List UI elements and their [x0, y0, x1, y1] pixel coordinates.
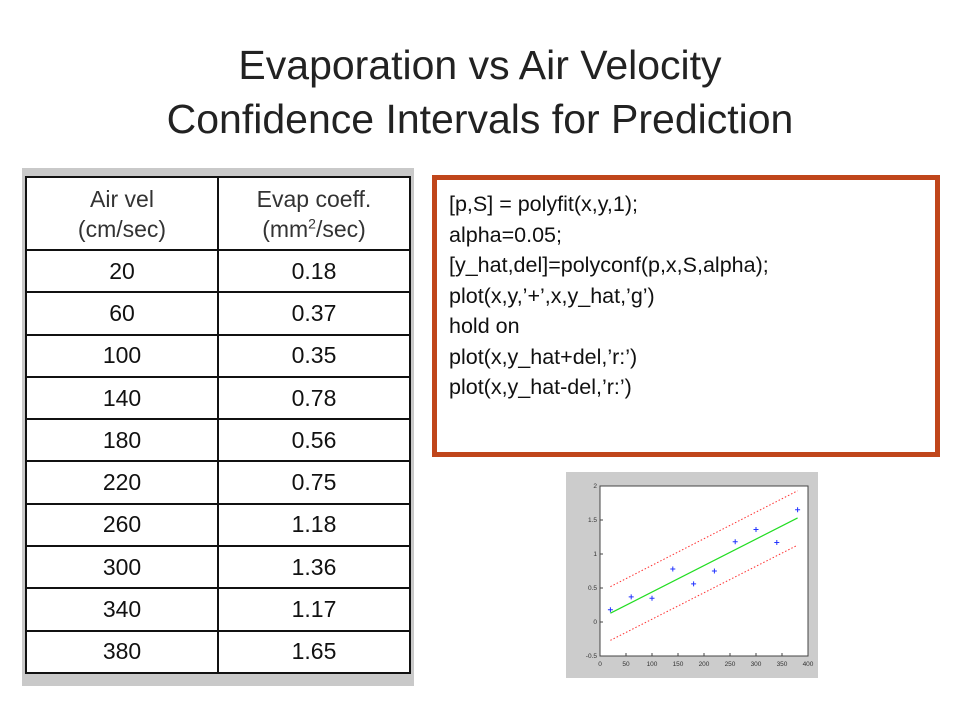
code-line: plot(x,y_hat-del,’r:’): [449, 375, 632, 399]
code-line: alpha=0.05;: [449, 222, 562, 247]
code-line: plot(x,y,’+’,x,y_hat,’g’): [449, 283, 655, 308]
evap-coeff-cell: 0.56: [217, 418, 411, 463]
air-vel-cell: 20: [25, 248, 219, 294]
evap-coeff-cell: 0.75: [217, 460, 411, 505]
table-body: 20 0.18 60 0.37 100 0.35 140 0.78 180 0.56 220 0.75…: [25, 248, 411, 674]
code-line: plot(x,y_hat+del,’r:’): [449, 344, 638, 369]
ci-upper-line: [610, 490, 798, 588]
unit-suffix: /sec): [315, 215, 366, 242]
x-tick-label: 50: [622, 661, 630, 668]
data-point: [795, 507, 801, 513]
table-row: 140 0.78: [25, 375, 411, 421]
col-air-vel-header: Air vel (cm/sec): [25, 176, 219, 251]
col-evap-coeff-header: Evap coeff. (mm2/sec): [217, 176, 411, 251]
data-point: [691, 581, 697, 587]
unit-prefix: (mm: [262, 215, 309, 242]
data-table: Air vel (cm/sec) Evap coeff. (mm2/sec) 2…: [25, 176, 411, 674]
x-tick-label: 200: [699, 661, 710, 668]
table-row: 220 0.75: [25, 460, 411, 505]
data-point: [774, 539, 780, 545]
unit-superscript: 2: [308, 214, 316, 231]
air-vel-cell: 380: [25, 629, 219, 674]
table-row: 60 0.37: [25, 291, 411, 336]
data-point: [649, 595, 655, 601]
air-vel-cell: 140: [25, 375, 219, 421]
data-point: [628, 594, 634, 600]
evap-coeff-cell: 0.78: [217, 375, 411, 421]
col-evap-coeff-header-line2: (mm2/sec): [219, 214, 409, 244]
x-tick-label: 100: [647, 661, 658, 668]
matlab-code-box: [p,S] = polyfit(x,y,1); alpha=0.05; [y_hat…: [432, 175, 940, 457]
code-line: [p,S] = polyfit(x,y,1);: [449, 192, 638, 216]
evap-coeff-cell: 0.35: [217, 333, 411, 378]
air-vel-cell: 220: [25, 460, 219, 505]
title-line-1: Evaporation vs Air Velocity: [238, 42, 722, 88]
table-row: 260 1.18: [25, 502, 411, 548]
table-row: 340 1.17: [25, 587, 411, 632]
table-row: 180 0.56: [25, 418, 411, 463]
col-evap-coeff-header-line1: Evap coeff.: [256, 185, 372, 212]
table-header-row: Air vel (cm/sec) Evap coeff. (mm2/sec): [25, 176, 411, 251]
air-vel-cell: 300: [25, 545, 219, 590]
y-tick-label: -0.5: [586, 653, 598, 660]
y-tick-label: 1.5: [588, 517, 597, 524]
slide-title: Evaporation vs Air Velocity Confidence I…: [0, 38, 960, 146]
y-tick-label: 1: [593, 551, 597, 558]
evap-coeff-cell: 1.18: [217, 502, 411, 548]
plot-svg: 0 50 100 150 200 250 300 350 400-0.500.511.52: [586, 483, 814, 668]
data-point: [753, 527, 759, 533]
air-vel-cell: 180: [25, 418, 219, 463]
x-tick-label: 0: [598, 661, 602, 668]
x-tick-label: 350: [777, 661, 788, 668]
evap-coeff-cell: 1.36: [217, 545, 411, 590]
evap-coeff-cell: 0.18: [217, 248, 411, 294]
plot-figure: 0 50 100 150 200 250 300 350 400 -0.5 0 0.5 1 1.5 2: [566, 472, 818, 678]
table-row: 100 0.35: [25, 333, 411, 378]
data-point: [711, 568, 717, 574]
data-point: [670, 566, 676, 572]
code-line: hold on: [449, 314, 520, 338]
y-tick-label: 0.5: [588, 585, 597, 592]
y-tick-label: 2: [593, 483, 597, 490]
evap-coeff-cell: 1.65: [217, 629, 411, 674]
code-line: [y_hat,del]=polyconf(p,x,S,alpha);: [449, 253, 769, 277]
table-row: 20 0.18: [25, 248, 411, 294]
air-vel-cell: 260: [25, 502, 219, 548]
x-tick-label: 300: [751, 661, 762, 668]
col-air-vel-header-line2: (cm/sec): [77, 215, 167, 242]
x-tick-label: 250: [725, 661, 736, 668]
data-table-frame: Air vel (cm/sec) Evap coeff. (mm2/sec) 2…: [22, 168, 414, 686]
air-vel-cell: 340: [25, 587, 219, 632]
air-vel-cell: 60: [25, 291, 219, 336]
ci-lower-line: [610, 544, 798, 641]
x-tick-label: 400: [803, 661, 814, 668]
x-tick-label: 150: [673, 661, 684, 668]
fit-line: [610, 517, 798, 614]
col-air-vel-header-line1: Air vel: [90, 185, 154, 212]
title-line-2: Confidence Intervals for Prediction: [166, 96, 794, 142]
air-vel-cell: 100: [25, 333, 219, 378]
plot-axes-box: [599, 485, 809, 657]
table-row: 380 1.65: [25, 629, 411, 674]
data-point: [607, 607, 613, 613]
data-point: [732, 539, 738, 545]
table-row: 300 1.36: [25, 545, 411, 590]
y-tick-label: 0: [593, 619, 597, 626]
evap-coeff-cell: 1.17: [217, 587, 411, 632]
evap-coeff-cell: 0.37: [217, 291, 411, 336]
